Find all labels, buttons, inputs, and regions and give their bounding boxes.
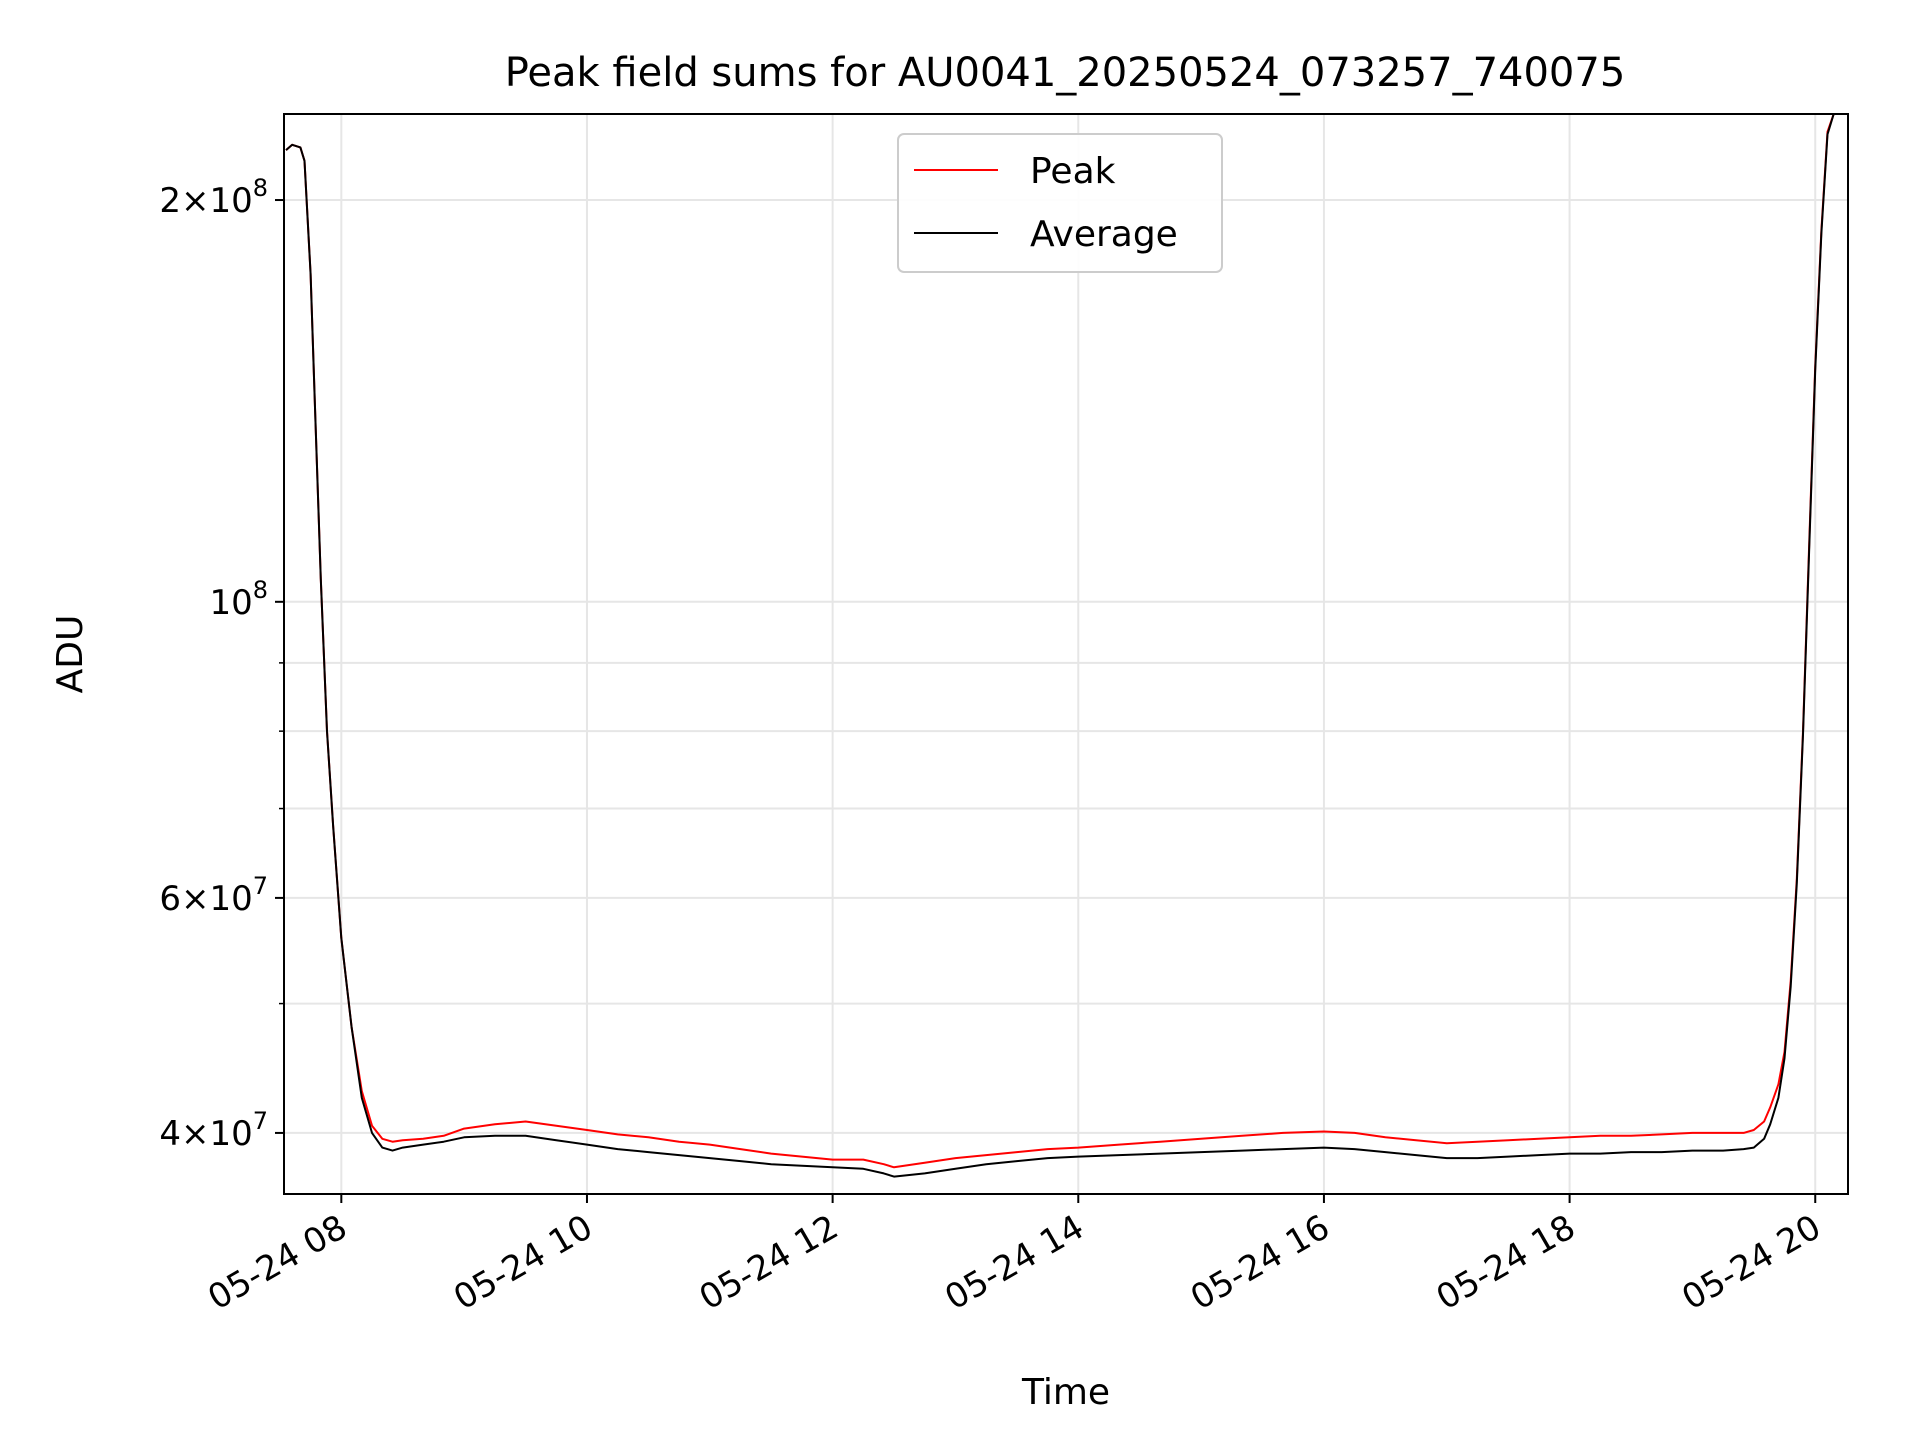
y-tick-label: 2×108 [159,174,268,221]
axes-frame [283,113,1849,1195]
series-line-average [285,114,1835,1178]
y-axis-label: ADU [50,615,91,694]
legend-label: Peak [1030,151,1116,192]
y-tick-label: 6×107 [159,872,268,919]
legend-label: Average [1030,214,1178,255]
y-tick-label: 4×107 [159,1107,268,1154]
series-line-peak [285,114,1835,1169]
legend: Peak Average [897,133,1223,273]
legend-box [897,133,1223,273]
x-axis-label: Time [1021,1372,1110,1413]
plot-area [285,114,1835,1178]
y-tick-label: 108 [209,576,268,623]
chart-title: Peak field sums for AU0041_20250524_0732… [505,50,1626,96]
